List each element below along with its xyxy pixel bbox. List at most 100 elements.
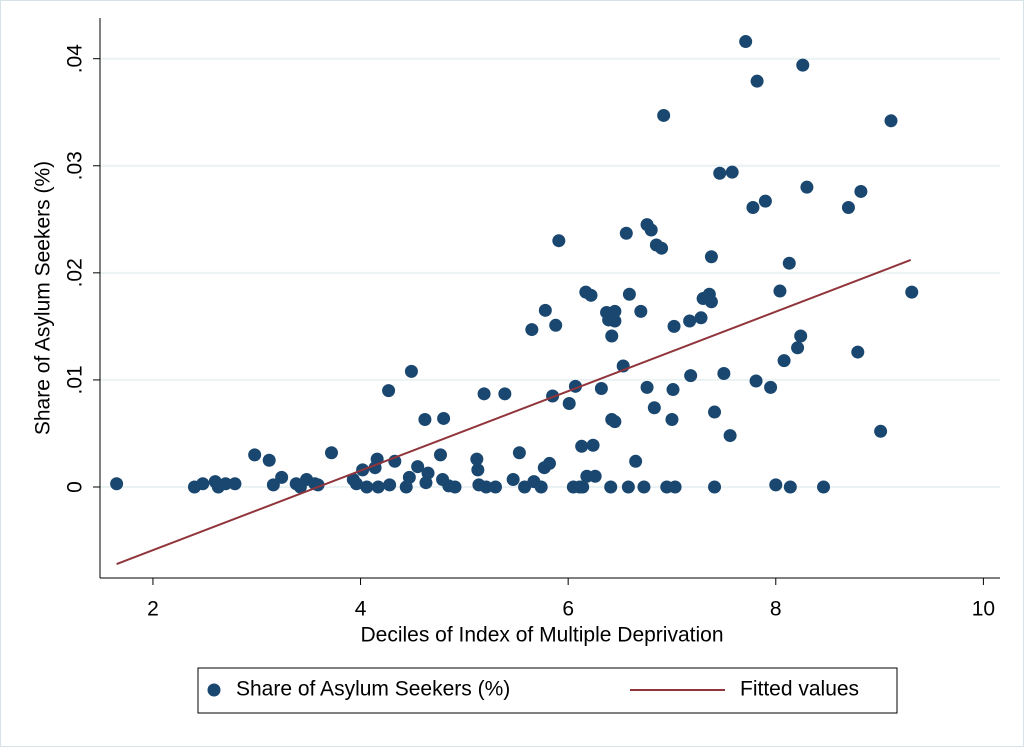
point xyxy=(647,401,661,415)
point xyxy=(584,288,598,302)
point xyxy=(470,452,484,466)
point xyxy=(506,472,520,486)
point xyxy=(667,319,681,333)
point xyxy=(525,323,539,337)
y-tick-label: .02 xyxy=(64,258,87,287)
x-tick-label: 8 xyxy=(770,598,782,621)
point xyxy=(275,470,289,484)
point xyxy=(841,201,855,215)
point xyxy=(704,250,718,264)
point xyxy=(360,480,374,494)
point xyxy=(791,341,805,355)
point xyxy=(542,456,556,470)
point xyxy=(644,223,658,237)
point xyxy=(773,284,787,298)
point xyxy=(196,477,210,491)
point xyxy=(266,478,280,492)
point xyxy=(604,480,618,494)
point xyxy=(655,241,669,255)
point xyxy=(874,424,888,438)
point xyxy=(421,466,435,480)
point xyxy=(228,477,242,491)
point xyxy=(512,446,526,460)
point xyxy=(851,345,865,359)
point xyxy=(905,285,919,299)
point xyxy=(725,165,739,179)
point xyxy=(657,108,671,122)
point xyxy=(629,454,643,468)
point xyxy=(471,463,485,477)
point xyxy=(594,381,608,395)
point xyxy=(782,256,796,270)
legend-label: Fitted values xyxy=(740,678,859,701)
point xyxy=(708,480,722,494)
point xyxy=(746,201,760,215)
x-tick-label: 10 xyxy=(972,598,995,621)
point xyxy=(586,438,600,452)
fit-line xyxy=(116,259,912,566)
point xyxy=(817,480,831,494)
point xyxy=(769,478,783,492)
point xyxy=(477,387,491,401)
point xyxy=(552,234,566,248)
legend-box xyxy=(197,667,898,714)
point xyxy=(750,74,764,88)
point xyxy=(621,480,635,494)
point xyxy=(402,470,416,484)
y-tick-label: .03 xyxy=(64,151,87,180)
point xyxy=(262,453,276,467)
point xyxy=(749,374,763,388)
y-tick-label: 0 xyxy=(64,481,87,493)
point xyxy=(800,180,814,194)
point xyxy=(783,480,797,494)
point xyxy=(437,411,451,425)
point xyxy=(498,387,512,401)
point xyxy=(576,480,590,494)
point xyxy=(854,184,868,198)
point xyxy=(668,480,682,494)
point xyxy=(219,477,233,491)
point xyxy=(382,384,396,398)
point xyxy=(608,415,622,429)
legend-swatch xyxy=(207,683,221,697)
point xyxy=(713,166,727,180)
point xyxy=(694,311,708,325)
x-tick-label: 4 xyxy=(355,598,367,621)
point xyxy=(634,304,648,318)
point xyxy=(608,304,622,318)
point xyxy=(383,478,397,492)
y-axis-title: Share of Asylum Seekers (%) xyxy=(32,161,55,435)
point xyxy=(637,480,651,494)
point xyxy=(324,446,338,460)
legend-label: Share of Asylum Seekers (%) xyxy=(236,678,510,701)
point xyxy=(433,448,447,462)
point xyxy=(549,318,563,332)
point xyxy=(608,314,622,328)
point xyxy=(538,303,552,317)
point xyxy=(534,480,548,494)
point xyxy=(739,35,753,49)
point xyxy=(684,369,698,383)
point xyxy=(666,383,680,397)
point xyxy=(110,477,124,491)
point xyxy=(619,226,633,240)
point xyxy=(562,396,576,410)
point xyxy=(640,380,654,394)
point xyxy=(884,114,898,128)
point xyxy=(349,477,363,491)
y-tick-label: .01 xyxy=(64,365,87,394)
point xyxy=(588,469,602,483)
x-tick-label: 2 xyxy=(147,598,159,621)
point xyxy=(404,364,418,378)
point xyxy=(683,314,697,328)
point xyxy=(479,480,493,494)
x-axis-title: Deciles of Index of Multiple Deprivation xyxy=(360,624,723,647)
point xyxy=(796,58,810,72)
point xyxy=(723,429,737,443)
y-tick-label: .04 xyxy=(64,44,87,74)
point xyxy=(764,380,778,394)
point xyxy=(418,413,432,427)
point xyxy=(704,295,718,309)
